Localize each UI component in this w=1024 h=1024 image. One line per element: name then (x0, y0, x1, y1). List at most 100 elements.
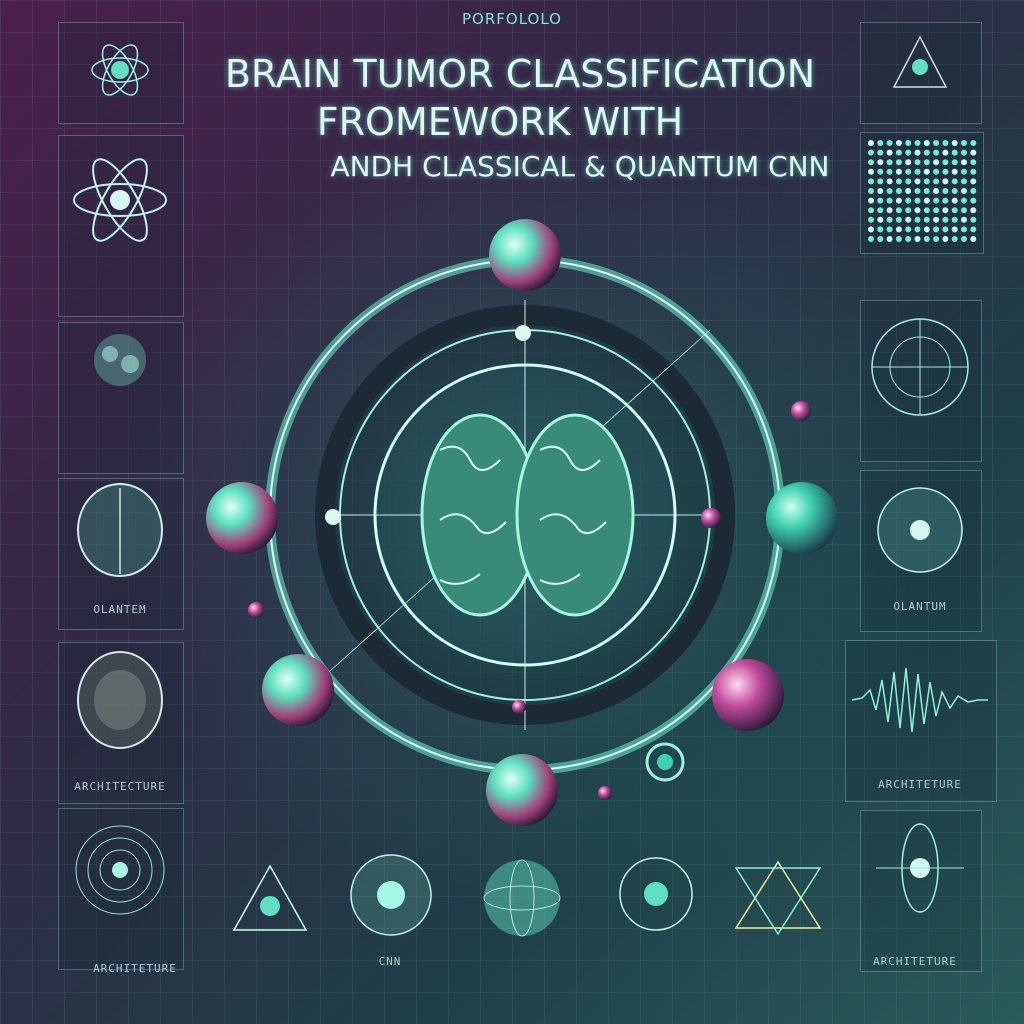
matrix-dot (970, 159, 977, 166)
matrix-dot (868, 207, 874, 214)
matrix-dot (868, 149, 874, 156)
matrix-dot (886, 159, 893, 166)
matrix-dot (895, 197, 902, 204)
matrix-dot (886, 197, 893, 204)
matrix-dot (970, 168, 977, 175)
brain-scan-icon (77, 483, 163, 577)
matrix-dot (877, 216, 884, 223)
matrix-dot (942, 226, 949, 233)
matrix-dot (886, 149, 893, 156)
matrix-dot (970, 207, 977, 214)
matrix-dot (877, 140, 884, 146)
matrix-dot (923, 236, 930, 242)
matrix-dot (942, 236, 949, 242)
matrix-dot (951, 149, 958, 156)
matrix-dot (886, 226, 893, 233)
matrix-dot (895, 226, 902, 233)
matrix-dot (895, 188, 902, 194)
matrix-dot (961, 216, 967, 223)
matrix-dot (970, 188, 977, 194)
matrix-dot (868, 159, 874, 166)
matrix-dot (942, 149, 949, 156)
matrix-dot (868, 188, 874, 194)
matrix-dot (905, 216, 912, 223)
matrix-dot (933, 188, 940, 194)
matrix-dot (923, 216, 930, 223)
atom-icon (892, 35, 948, 88)
matrix-dot (923, 159, 930, 166)
matrix-dot (923, 188, 930, 194)
matrix-dot (933, 178, 940, 185)
geodesic-sphere-icon (350, 854, 432, 936)
matrix-dot (877, 197, 884, 204)
matrix-dot (868, 140, 874, 146)
bottom-caption-architecture-right: ARCHITETURE (873, 955, 957, 968)
matrix-dot (895, 236, 902, 242)
network-blob-icon (94, 334, 146, 386)
matrix-dot (961, 226, 967, 233)
matrix-dot (942, 197, 949, 204)
matrix-dot (923, 226, 930, 233)
matrix-dot (942, 159, 949, 166)
matrix-dot (914, 207, 921, 214)
matrix-dot (886, 188, 893, 194)
matrix-dot (886, 216, 893, 223)
matrix-dot (961, 197, 967, 204)
matrix-dot (895, 178, 902, 185)
matrix-dot (868, 168, 874, 175)
matrix-dot (923, 207, 930, 214)
matrix-dot (961, 140, 967, 146)
matrix-dot (914, 178, 921, 185)
matrix-dot (868, 226, 874, 233)
matrix-dot (886, 236, 893, 242)
matrix-dot (895, 216, 902, 223)
left-caption-architecture: ARCHITECTURE (74, 780, 166, 793)
matrix-dot (961, 159, 967, 166)
matrix-dot (951, 140, 958, 146)
matrix-dot (951, 226, 958, 233)
matrix-dot (895, 168, 902, 175)
sphere-icon (877, 487, 963, 573)
matrix-dot (877, 149, 884, 156)
matrix-dot (877, 159, 884, 166)
left-caption-quantum: OLANTEM (93, 603, 147, 616)
matrix-dot (951, 168, 958, 175)
matrix-dot (933, 197, 940, 204)
matrix-dot (868, 216, 874, 223)
matrix-dot (961, 149, 967, 156)
matrix-dot (951, 188, 958, 194)
matrix-dot (970, 236, 977, 242)
matrix-dot (970, 140, 977, 146)
matrix-dot (914, 236, 921, 242)
matrix-dot (877, 207, 884, 214)
matrix-dot (868, 236, 874, 242)
matrix-dot (923, 140, 930, 146)
dot-matrix-icon (868, 140, 977, 242)
matrix-dot (970, 216, 977, 223)
page-title-line3: ANDH CLASSICAL & QUANTUM CNN (330, 150, 830, 183)
concentric-circle-icon (75, 825, 165, 915)
matrix-dot (905, 226, 912, 233)
matrix-dot (914, 188, 921, 194)
radar-icon (871, 318, 969, 416)
matrix-dot (933, 149, 940, 156)
matrix-dot (933, 168, 940, 175)
matrix-dot (905, 140, 912, 146)
matrix-dot (951, 178, 958, 185)
matrix-dot (914, 159, 921, 166)
brand-label: PORFOLOLO (462, 10, 562, 28)
matrix-dot (868, 197, 874, 204)
bottom-caption-cnn: CNN (378, 955, 402, 968)
matrix-dot (961, 236, 967, 242)
matrix-dot (942, 207, 949, 214)
hexagram-icon (734, 860, 822, 936)
mri-scan-icon (77, 651, 163, 749)
matrix-dot (942, 188, 949, 194)
matrix-dot (914, 168, 921, 175)
matrix-dot (877, 188, 884, 194)
matrix-dot (933, 216, 940, 223)
matrix-dot (868, 178, 874, 185)
matrix-dot (923, 149, 930, 156)
matrix-dot (951, 216, 958, 223)
